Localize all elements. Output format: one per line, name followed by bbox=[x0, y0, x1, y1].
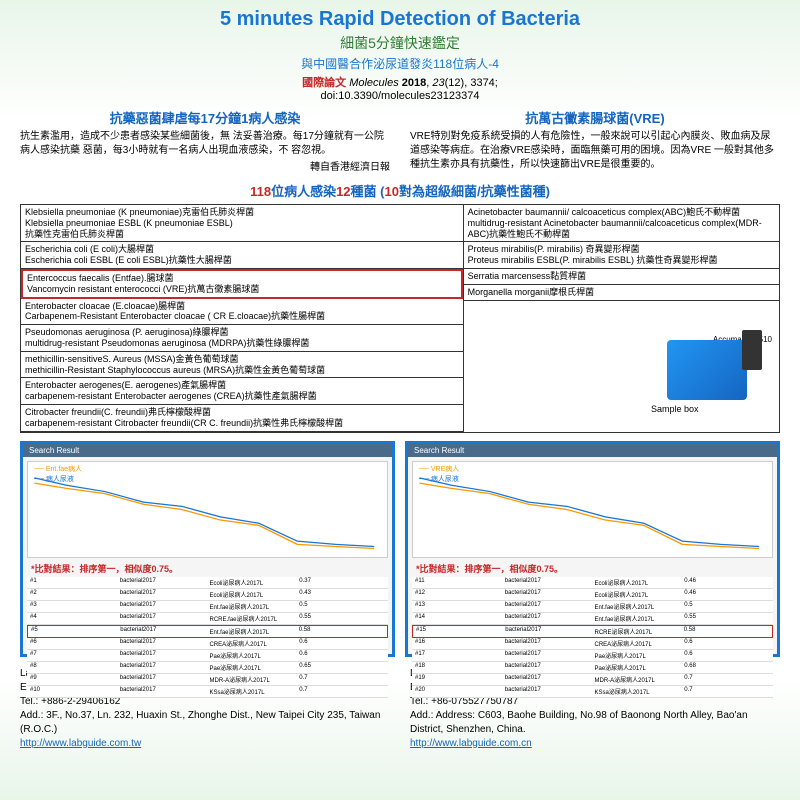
table-row: #8bacterial2017Pae泌尿病人2017L0.65 bbox=[27, 662, 388, 674]
web-link[interactable]: http://www.labguide.com.tw bbox=[20, 738, 141, 749]
bact-row: Citrobacter freundii(C. freundii)弗氏檸檬酸桿菌… bbox=[21, 405, 463, 432]
bact-right: Acinetobacter baumannii/ calcoaceticus c… bbox=[464, 205, 779, 432]
table-row: #6bacterial2017CREA泌尿病人2017L0.6 bbox=[27, 638, 388, 650]
citation: 國際論文 Molecules 2018, 23(12), 3374; doi:1… bbox=[20, 74, 780, 102]
device-handheld bbox=[742, 330, 762, 370]
bact-left: Klebsiella pneumoniae (K pneumoniae)克雷伯氏… bbox=[21, 205, 464, 432]
bact-row: Acinetobacter baumannii/ calcoaceticus c… bbox=[464, 205, 779, 242]
table-row: #2bacterial2017Ecoli泌尿病人2017L0.43 bbox=[27, 589, 388, 601]
title-main: 5 minutes Rapid Detection of Bacteria bbox=[20, 8, 780, 31]
title-sub: 細菌5分鐘快速鑑定 bbox=[20, 33, 780, 53]
table-row: #17bacterial2017Pae泌尿病人2017L0.6 bbox=[412, 650, 773, 662]
col-left: 抗藥惡菌肆虐每17分鐘1病人感染 抗生素濫用，造成不少患者感染某些細菌後，無 法… bbox=[20, 108, 390, 175]
table-row: #10bacterial2017KSsa泌尿病人2017L0.7 bbox=[27, 686, 388, 698]
bact-row: Enterobacter aerogenes(E. aerogenes)產氣腸桿… bbox=[21, 378, 463, 405]
table-row: #19bacterial2017MDR-A泌尿病人2017L0.7 bbox=[412, 674, 773, 686]
table-row: #7bacterial2017Pae泌尿病人2017L0.6 bbox=[27, 650, 388, 662]
device-image: Accuman Sr 510 Sample box bbox=[637, 330, 777, 430]
table-row: #4bacterial2017RCRE.fae泌尿病人2017L0.55 bbox=[27, 613, 388, 625]
bact-row: Proteus mirabilis(P. mirabilis) 奇異變形桿菌 P… bbox=[464, 242, 779, 269]
bact-row: Entercoccus faecalis (Entfae).腸球菌 Vancom… bbox=[21, 269, 463, 299]
table-row: #1bacterial2017Ecoli泌尿病人2017L0.37 bbox=[27, 577, 388, 589]
table-row: #18bacterial2017Pae泌尿病人2017L0.68 bbox=[412, 662, 773, 674]
web-link[interactable]: http://www.labguide.com.cn bbox=[410, 738, 532, 749]
table-row: #14bacterial2017Ent.fae泌尿病人2017L0.55 bbox=[412, 613, 773, 625]
page: 5 minutes Rapid Detection of Bacteria 細菌… bbox=[0, 0, 800, 800]
bact-row: Klebsiella pneumoniae (K pneumoniae)克雷伯氏… bbox=[21, 205, 463, 242]
chart-left: Search Result ── Ent.fae病人── 病人尿液 *比對結果：… bbox=[20, 441, 395, 657]
bacteria-table: Klebsiella pneumoniae (K pneumoniae)克雷伯氏… bbox=[20, 204, 780, 433]
title-sub2: 與中國醫合作泌尿道發炎118位病人-4 bbox=[20, 55, 780, 72]
table-row: #9bacterial2017MDR-A泌尿病人2017L0.7 bbox=[27, 674, 388, 686]
bact-row: Pseudomonas aeruginosa (P. aeruginosa)綠膿… bbox=[21, 325, 463, 352]
result-table: #11bacterial2017Ecoli泌尿病人2017L0.46#12bac… bbox=[412, 577, 773, 698]
bact-row: Morganella morganii摩根氏桿菌 bbox=[464, 285, 779, 301]
bact-row: Escherichia coli (E coli)大腸桿菌 Escherichi… bbox=[21, 242, 463, 269]
bact-row: Enterobacter cloacae (E.cloacae)腸桿菌 Carb… bbox=[21, 299, 463, 326]
table-row: #20bacterial2017KSsa泌尿病人2017L0.7 bbox=[412, 686, 773, 698]
table-row: #15bacterial2017RCRE泌尿病人2017L0.58 bbox=[412, 625, 773, 638]
bact-row: methicillin-sensitiveS. Aureus (MSSA)金黃色… bbox=[21, 352, 463, 379]
intro-columns: 抗藥惡菌肆虐每17分鐘1病人感染 抗生素濫用，造成不少患者感染某些細菌後，無 法… bbox=[20, 108, 780, 175]
table-row: #12bacterial2017Ecoli泌尿病人2017L0.46 bbox=[412, 589, 773, 601]
chart-plot: ── VRE病人── 病人尿液 bbox=[412, 461, 773, 558]
table-row: #11bacterial2017Ecoli泌尿病人2017L0.46 bbox=[412, 577, 773, 589]
chart-right: Search Result ── VRE病人── 病人尿液 *比對結果：排序第一… bbox=[405, 441, 780, 657]
table-row: #5bacterial2017Ent.fae泌尿病人2017L0.58 bbox=[27, 625, 388, 638]
chart-plot: ── Ent.fae病人── 病人尿液 bbox=[27, 461, 388, 558]
table-row: #3bacterial2017Ent.fae泌尿病人2017L0.5 bbox=[27, 601, 388, 613]
charts-row: Search Result ── Ent.fae病人── 病人尿液 *比對結果：… bbox=[20, 441, 780, 657]
device-body bbox=[667, 340, 747, 400]
result-table: #1bacterial2017Ecoli泌尿病人2017L0.37#2bacte… bbox=[27, 577, 388, 698]
bact-row: Serratia marcensess黏質桿菌 bbox=[464, 269, 779, 285]
table-row: #16bacterial2017CREA泌尿病人2017L0.6 bbox=[412, 638, 773, 650]
table-row: #13bacterial2017Ent.fae泌尿病人2017L0.5 bbox=[412, 601, 773, 613]
section-title: 118位病人感染12種菌 (10對為超級細菌/抗藥性菌種) bbox=[20, 181, 780, 200]
col-right: 抗萬古黴素腸球菌(VRE) VRE特別對免疫系統受損的人有危險性，一般來說可以引… bbox=[410, 108, 780, 175]
